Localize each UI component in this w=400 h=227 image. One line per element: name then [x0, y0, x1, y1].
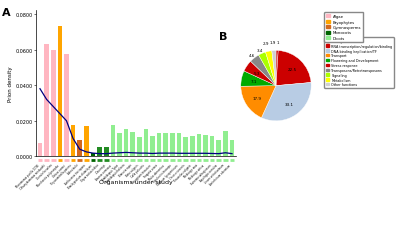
Wedge shape	[244, 62, 276, 86]
Bar	[170, 134, 175, 157]
Text: 22.5: 22.5	[287, 68, 296, 72]
Bar	[164, 134, 168, 157]
Bar	[177, 134, 181, 157]
Wedge shape	[250, 56, 276, 86]
Bar	[223, 132, 228, 157]
Bar	[196, 134, 201, 157]
Text: 1: 1	[276, 40, 279, 44]
Bar	[110, 126, 115, 157]
Bar	[38, 143, 42, 157]
Text: Zea mays: Zea mays	[95, 163, 106, 174]
Text: Ananas comosus: Ananas comosus	[95, 163, 113, 180]
Text: Fragaria vesca: Fragaria vesca	[144, 163, 159, 178]
Text: Calla palustris: Calla palustris	[130, 163, 146, 178]
Wedge shape	[266, 52, 276, 86]
Wedge shape	[276, 51, 311, 86]
Text: Beta vulgaris: Beta vulgaris	[125, 163, 139, 177]
Text: Micromonas pusilla CC98: Micromonas pusilla CC98	[15, 163, 40, 188]
Bar	[150, 136, 155, 157]
Wedge shape	[262, 83, 311, 121]
Text: 4.6: 4.6	[248, 54, 255, 58]
Text: Phaseolus vulgaris: Phaseolus vulgaris	[173, 163, 192, 182]
Legend: Cell cycle, RNA transcription/regulation/binding, DNA binding /replication/TF, T: Cell cycle, RNA transcription/regulation…	[324, 38, 394, 89]
Text: Marchantia polymorpha: Marchantia polymorpha	[36, 163, 60, 187]
Text: 2.9: 2.9	[263, 42, 269, 46]
Text: Oryza sativa indica: Oryza sativa indica	[80, 163, 100, 183]
Text: Gossypium hirsutum: Gossypium hirsutum	[131, 163, 152, 184]
Wedge shape	[241, 86, 276, 118]
Bar	[210, 136, 214, 157]
Bar	[117, 134, 122, 157]
Text: Aquilegia coerulea: Aquilegia coerulea	[200, 163, 219, 182]
Text: B: B	[219, 32, 227, 42]
Text: Abies balsi: Abies balsi	[67, 163, 80, 175]
Text: Volvox carteri: Volvox carteri	[52, 163, 66, 178]
Text: Solanum lycopersicum: Solanum lycopersicum	[156, 163, 179, 186]
Wedge shape	[259, 53, 276, 86]
Text: 17.9: 17.9	[252, 97, 262, 101]
Bar	[183, 137, 188, 157]
Text: Arabidopsis Tytae: Arabidopsis Tytae	[101, 163, 120, 181]
Bar	[51, 50, 56, 157]
Text: A: A	[2, 8, 11, 18]
Bar	[157, 134, 162, 157]
Bar	[91, 153, 95, 157]
Text: Arabidopsis thaliana: Arabidopsis thaliana	[105, 163, 126, 184]
Bar	[84, 126, 89, 157]
Text: 33.1: 33.1	[285, 103, 294, 107]
Bar	[71, 126, 76, 157]
Bar	[216, 141, 221, 157]
Wedge shape	[276, 51, 278, 86]
Text: Anthoceros tinctopora: Anthoceros tinctopora	[64, 163, 86, 185]
Text: Chlamydomonas reinhardtii: Chlamydomonas reinhardtii	[19, 163, 46, 190]
Bar	[64, 55, 69, 157]
Bar	[124, 129, 128, 157]
Text: Antirrhinum odoratum: Antirrhinum odoratum	[209, 163, 232, 185]
Wedge shape	[241, 72, 276, 87]
Bar	[203, 135, 208, 157]
Text: 3.4: 3.4	[257, 49, 263, 53]
Text: Medicago sativa: Medicago sativa	[188, 163, 206, 180]
Bar	[44, 45, 49, 157]
Text: Physcomitrella patens: Physcomitrella patens	[51, 163, 73, 185]
Y-axis label: Prion density: Prion density	[8, 66, 13, 102]
Bar	[58, 27, 62, 157]
Bar	[144, 129, 148, 157]
Text: Populus trichocarpa: Populus trichocarpa	[152, 163, 172, 183]
Text: Medicago max: Medicago max	[183, 163, 199, 178]
Wedge shape	[272, 51, 276, 86]
Bar	[137, 137, 142, 157]
X-axis label: Organisms under study: Organisms under study	[99, 179, 173, 184]
Text: 5.3: 5.3	[254, 72, 260, 76]
Text: Brassica rapa: Brassica rapa	[118, 163, 133, 178]
Legend: Algae, Bryophytes, Gymnosperms, Monocots, Dicots: Algae, Bryophytes, Gymnosperms, Monocots…	[324, 13, 363, 42]
Bar	[230, 141, 234, 157]
Text: 1.9: 1.9	[269, 41, 276, 44]
Text: Malus domestica: Malus domestica	[148, 163, 166, 180]
Bar	[77, 141, 82, 157]
Bar	[97, 148, 102, 157]
Text: Brachypodium distachyon: Brachypodium distachyon	[67, 163, 93, 189]
Bar	[190, 136, 195, 157]
Bar	[104, 148, 108, 157]
Text: 7.1: 7.1	[250, 80, 257, 84]
Text: Linum usitatissimum: Linum usitatissimum	[204, 163, 226, 184]
Text: Eutrema salsugineum: Eutrema salsugineum	[190, 163, 212, 185]
Text: Dunaliella salina: Dunaliella salina	[36, 163, 53, 180]
Bar	[130, 133, 135, 157]
Text: Citrus x sinensis: Citrus x sinensis	[168, 163, 186, 180]
